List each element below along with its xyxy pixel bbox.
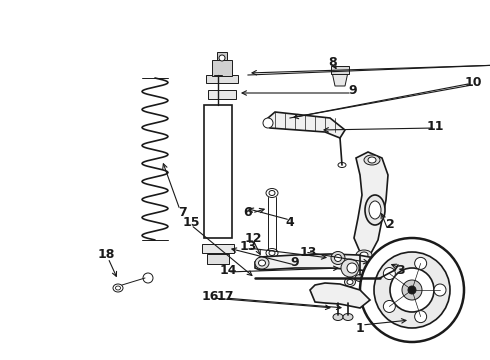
Ellipse shape — [368, 157, 376, 163]
Text: 7: 7 — [177, 206, 186, 219]
Ellipse shape — [364, 155, 380, 165]
Polygon shape — [354, 152, 388, 255]
Circle shape — [383, 267, 395, 280]
Ellipse shape — [259, 260, 266, 266]
Text: 12: 12 — [244, 231, 262, 244]
Text: 13: 13 — [239, 239, 257, 252]
Ellipse shape — [356, 250, 372, 260]
Ellipse shape — [255, 257, 269, 269]
Ellipse shape — [343, 314, 353, 320]
Ellipse shape — [355, 274, 365, 282]
Bar — [204, 105, 232, 238]
Circle shape — [360, 238, 464, 342]
Text: 8: 8 — [329, 55, 337, 68]
Text: 18: 18 — [98, 248, 115, 261]
Bar — [331, 66, 349, 74]
Bar — [212, 60, 232, 76]
Ellipse shape — [360, 252, 368, 258]
Text: 17: 17 — [216, 289, 234, 302]
Text: 11: 11 — [426, 120, 444, 132]
Circle shape — [390, 268, 434, 312]
Text: 1: 1 — [356, 321, 365, 334]
Ellipse shape — [344, 278, 356, 287]
Ellipse shape — [331, 252, 345, 265]
Bar — [202, 244, 234, 253]
Bar — [208, 90, 236, 99]
Circle shape — [383, 301, 395, 312]
Circle shape — [434, 284, 446, 296]
Ellipse shape — [365, 195, 385, 225]
Ellipse shape — [338, 162, 346, 167]
Text: 9: 9 — [291, 256, 299, 270]
Ellipse shape — [372, 260, 378, 266]
Ellipse shape — [266, 248, 278, 257]
Ellipse shape — [113, 284, 123, 292]
Circle shape — [374, 252, 450, 328]
Ellipse shape — [335, 255, 342, 261]
Text: 13: 13 — [299, 246, 317, 258]
Text: 14: 14 — [219, 264, 237, 276]
Text: 10: 10 — [464, 77, 482, 90]
Circle shape — [143, 273, 153, 283]
Circle shape — [415, 257, 427, 269]
Text: 6: 6 — [244, 206, 252, 219]
Text: 9: 9 — [349, 84, 357, 96]
Ellipse shape — [333, 314, 343, 320]
Ellipse shape — [369, 201, 381, 219]
Polygon shape — [255, 254, 378, 272]
Bar — [206, 75, 238, 83]
Polygon shape — [310, 283, 370, 308]
Bar — [217, 52, 227, 60]
Circle shape — [408, 286, 416, 294]
Circle shape — [263, 118, 273, 128]
Text: 2: 2 — [386, 219, 394, 231]
Circle shape — [402, 280, 422, 300]
Text: 16: 16 — [201, 289, 219, 302]
Polygon shape — [332, 72, 348, 86]
Text: 3: 3 — [396, 264, 404, 276]
Text: 4: 4 — [286, 216, 294, 229]
Ellipse shape — [369, 257, 381, 269]
Circle shape — [341, 259, 359, 277]
Circle shape — [219, 55, 225, 61]
Text: 15: 15 — [182, 216, 200, 229]
Ellipse shape — [347, 279, 353, 284]
Polygon shape — [268, 112, 345, 138]
Circle shape — [415, 311, 427, 323]
Bar — [207, 254, 229, 264]
Ellipse shape — [266, 189, 278, 198]
Circle shape — [347, 263, 357, 273]
